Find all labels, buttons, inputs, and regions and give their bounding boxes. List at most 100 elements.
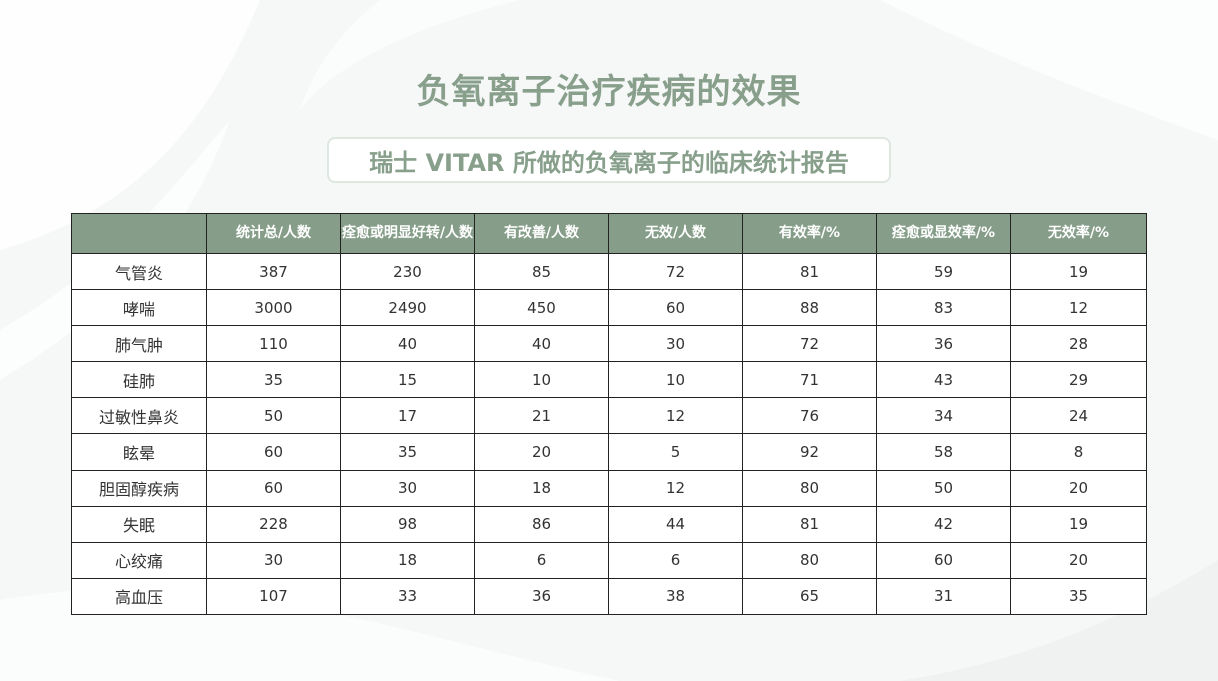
table-cell: 30 [206,541,341,579]
table-cell: 33 [340,577,475,616]
table-cell: 85 [474,252,609,291]
table-cell: 72 [608,252,743,291]
table-cell: 230 [340,252,475,291]
table-cell: 60 [608,289,743,327]
table-cell: 6 [474,541,609,579]
table-cell: 36 [474,577,609,616]
table-cell: 20 [1010,541,1147,579]
table-cell: 17 [340,397,475,435]
table-cell: 12 [1010,289,1147,327]
header-cell: 痊愈或显效率/% [876,213,1011,254]
disease-name-cell: 硅肺 [71,361,207,399]
table-cell: 81 [742,505,877,543]
table-cell: 81 [742,252,877,291]
table-cell: 50 [206,397,341,435]
table-cell: 10 [474,361,609,399]
table-row: 心绞痛 30 18 6 6 80 60 20 [71,541,1147,579]
disease-name-cell: 失眠 [71,505,207,543]
table-cell: 3000 [206,289,341,327]
table-cell: 98 [340,505,475,543]
table-row: 高血压 107 33 36 38 65 31 35 [71,577,1147,616]
table-cell: 2490 [340,289,475,327]
table-cell: 20 [474,433,609,471]
subtitle-box: 瑞士 VITAR 所做的负氧离子的临床统计报告 [327,137,891,183]
header-cell: 有改善/人数 [474,213,609,254]
table-cell: 20 [1010,469,1147,507]
table-row: 硅肺 35 15 10 10 71 43 29 [71,361,1147,399]
table-cell: 88 [742,289,877,327]
table-cell: 228 [206,505,341,543]
table-cell: 21 [474,397,609,435]
disease-name-cell: 肺气肿 [71,325,207,363]
header-cell: 无效率/% [1010,213,1147,254]
header-cell: 痊愈或明显好转/人数 [340,213,475,254]
table-cell: 40 [474,325,609,363]
table-row: 哮喘 3000 2490 450 60 88 83 12 [71,289,1147,327]
table-cell: 60 [876,541,1011,579]
table-cell: 30 [608,325,743,363]
table-cell: 5 [608,433,743,471]
disease-name-cell: 胆固醇疾病 [71,469,207,507]
table-cell: 31 [876,577,1011,616]
table-cell: 58 [876,433,1011,471]
table-cell: 44 [608,505,743,543]
table-cell: 6 [608,541,743,579]
table-cell: 35 [1010,577,1147,616]
table-cell: 60 [206,433,341,471]
table-cell: 18 [340,541,475,579]
disease-name-cell: 气管炎 [71,252,207,291]
table-cell: 12 [608,469,743,507]
table-cell: 107 [206,577,341,616]
table-cell: 30 [340,469,475,507]
disease-name-cell: 过敏性鼻炎 [71,397,207,435]
table-cell: 29 [1010,361,1147,399]
header-cell: 无效/人数 [608,213,743,254]
table-cell: 35 [340,433,475,471]
header-cell: 有效率/% [742,213,877,254]
table-cell: 10 [608,361,743,399]
table-cell: 65 [742,577,877,616]
table-row: 气管炎 387 230 85 72 81 59 19 [71,252,1147,291]
disease-name-cell: 心绞痛 [71,541,207,579]
table-cell: 24 [1010,397,1147,435]
table-cell: 19 [1010,252,1147,291]
table-cell: 18 [474,469,609,507]
table-cell: 80 [742,469,877,507]
table-cell: 42 [876,505,1011,543]
table-cell: 12 [608,397,743,435]
table-cell: 387 [206,252,341,291]
table-row: 失眠 228 98 86 44 81 42 19 [71,505,1147,543]
table-cell: 83 [876,289,1011,327]
table-cell: 34 [876,397,1011,435]
table-cell: 450 [474,289,609,327]
table-cell: 28 [1010,325,1147,363]
table-row: 肺气肿 110 40 40 30 72 36 28 [71,325,1147,363]
statistics-table: 统计总/人数 痊愈或明显好转/人数 有改善/人数 无效/人数 有效率/% 痊愈或… [71,213,1147,616]
table-row: 眩晕 60 35 20 5 92 58 8 [71,433,1147,471]
table-cell: 36 [876,325,1011,363]
disease-name-cell: 眩晕 [71,433,207,471]
table-cell: 50 [876,469,1011,507]
slide-title: 负氧离子治疗疾病的效果 [416,72,802,112]
table-cell: 80 [742,541,877,579]
disease-name-cell: 高血压 [71,577,207,616]
table-cell: 38 [608,577,743,616]
table-cell: 35 [206,361,341,399]
slide-subtitle: 瑞士 VITAR 所做的负氧离子的临床统计报告 [369,148,849,177]
table-cell: 92 [742,433,877,471]
table-cell: 72 [742,325,877,363]
table-cell: 60 [206,469,341,507]
header-cell [71,213,207,254]
table-row: 过敏性鼻炎 50 17 21 12 76 34 24 [71,397,1147,435]
table-cell: 43 [876,361,1011,399]
table-cell: 15 [340,361,475,399]
table-row: 胆固醇疾病 60 30 18 12 80 50 20 [71,469,1147,507]
table-cell: 71 [742,361,877,399]
table-cell: 86 [474,505,609,543]
table-cell: 110 [206,325,341,363]
table-cell: 59 [876,252,1011,291]
table-cell: 19 [1010,505,1147,543]
table-cell: 8 [1010,433,1147,471]
disease-name-cell: 哮喘 [71,289,207,327]
header-cell: 统计总/人数 [206,213,341,254]
